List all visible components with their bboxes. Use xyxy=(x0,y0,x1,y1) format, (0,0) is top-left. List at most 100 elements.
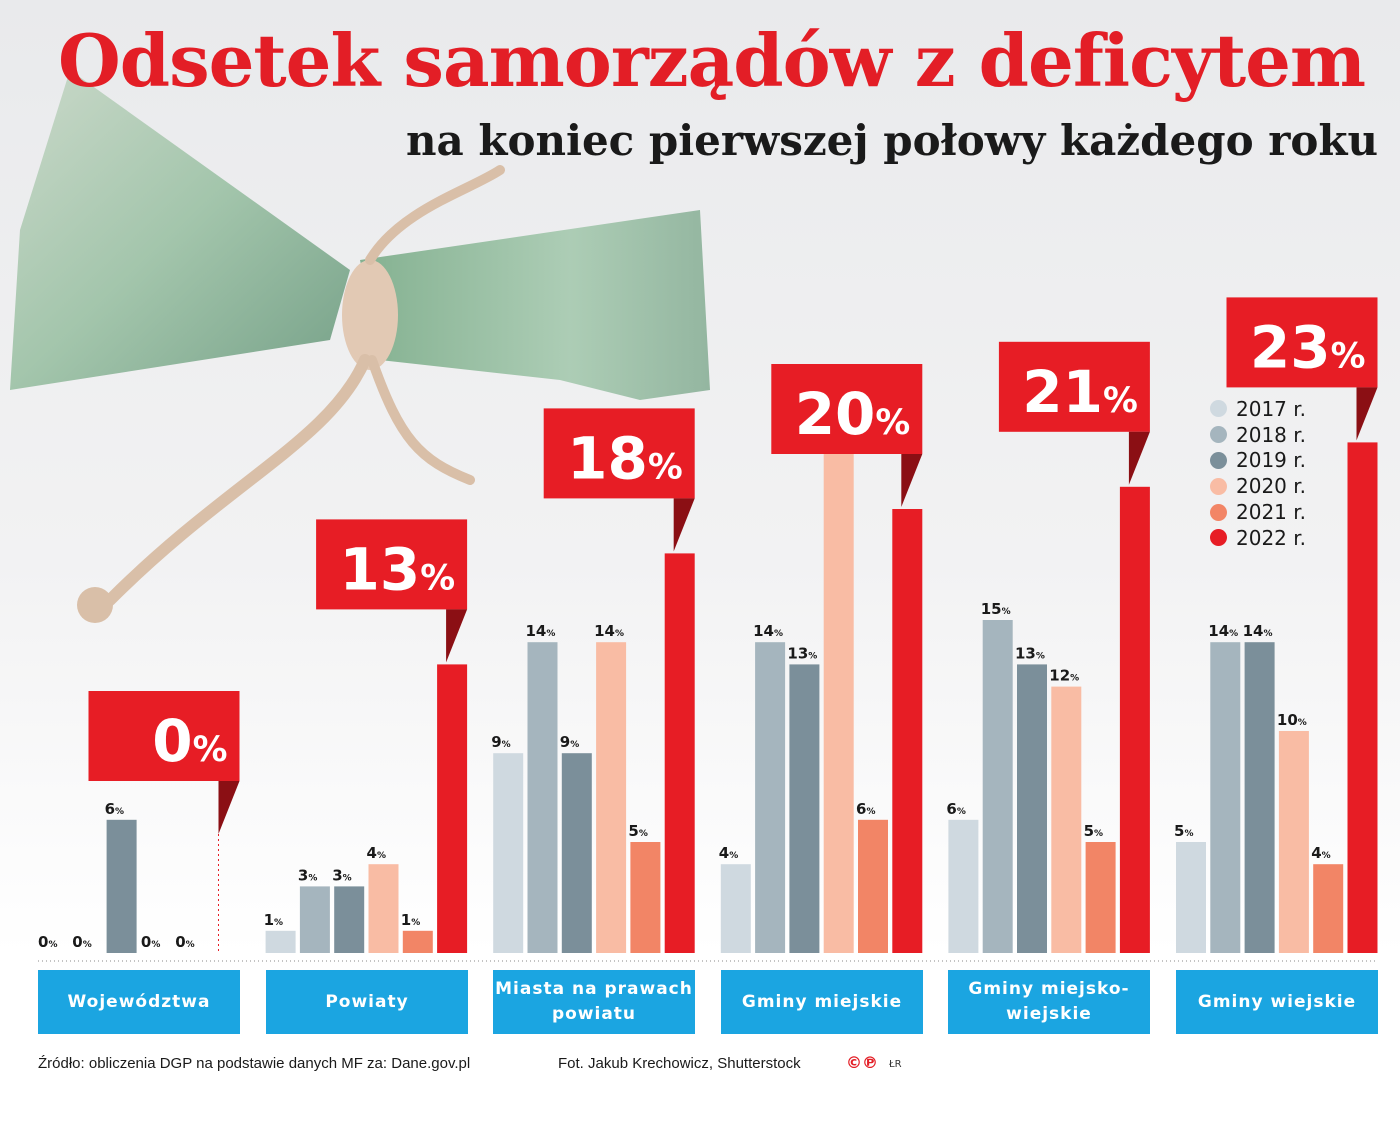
bar-2019r-5 xyxy=(1244,642,1275,953)
bar-2018r-5 xyxy=(1210,642,1241,953)
author-initials: ŁR xyxy=(889,1059,902,1070)
bar-2022r-1 xyxy=(437,664,468,953)
value-label: 5% xyxy=(628,822,647,840)
callout-value: 20% xyxy=(795,380,911,448)
legend-swatch xyxy=(1210,503,1227,521)
value-label: 0% xyxy=(38,933,57,951)
value-label: 5% xyxy=(1174,822,1193,840)
legend-swatch xyxy=(1210,426,1227,444)
legend-label: 2017 r. xyxy=(1236,396,1306,421)
bar-2018r-2 xyxy=(527,642,558,953)
value-label: 9% xyxy=(491,733,510,751)
callout-value: 18% xyxy=(567,424,683,492)
source-note: Źródło: obliczenia DGP na podstawie dany… xyxy=(38,1055,471,1072)
callout-box xyxy=(771,364,923,454)
photo-credit: Fot. Jakub Krechowicz, Shutterstock xyxy=(558,1055,801,1072)
value-label: 13% xyxy=(1015,644,1045,662)
value-label: 12% xyxy=(1049,667,1079,685)
chart-title: Odsetek samorządów z deficytem xyxy=(58,18,1366,103)
legend-label: 2019 r. xyxy=(1236,448,1306,473)
bar-2017r-3 xyxy=(720,864,751,953)
category-label: Powiaty xyxy=(266,970,468,1034)
value-label: 14% xyxy=(1208,622,1238,640)
bar-2018r-3 xyxy=(755,642,786,953)
callout-pointer xyxy=(446,609,468,663)
legend-item: 2022 r. xyxy=(1210,525,1306,551)
value-label: 4% xyxy=(1311,844,1330,862)
value-label: 13% xyxy=(787,644,817,662)
banknote-photo xyxy=(10,70,710,623)
legend-swatch xyxy=(1210,529,1227,547)
legend-item: 2018 r. xyxy=(1210,422,1306,448)
callout-box xyxy=(1226,297,1378,388)
bar-2020r-3 xyxy=(823,398,854,953)
legend-swatch xyxy=(1210,400,1227,418)
callout-value: 21% xyxy=(1022,358,1138,426)
callout-pointer xyxy=(218,781,240,834)
callout-box xyxy=(88,691,240,781)
bar-2021r-4 xyxy=(1085,842,1116,953)
bar-2022r-4 xyxy=(1119,486,1150,953)
category-label: Województwa xyxy=(38,970,240,1034)
callout-pointer xyxy=(673,498,695,552)
bar-2018r-1 xyxy=(299,886,330,953)
value-label: 4% xyxy=(719,844,738,862)
value-label: 0% xyxy=(175,933,194,951)
callout-pointer xyxy=(1128,431,1150,485)
callout-value: 23% xyxy=(1250,313,1366,381)
bar-2018r-4 xyxy=(982,620,1013,953)
bar-2017r-4 xyxy=(948,819,979,953)
bar-2019r-3 xyxy=(789,664,820,953)
category-label: Miasta na prawach powiatu xyxy=(493,970,695,1034)
bar-2019r-2 xyxy=(561,753,592,953)
value-label: 0% xyxy=(72,933,91,951)
callout-pointer xyxy=(1356,387,1378,441)
legend-label: 2021 r. xyxy=(1236,500,1306,525)
callout-box xyxy=(998,341,1150,432)
value-label: 6% xyxy=(856,800,875,818)
callout-box xyxy=(543,408,695,499)
value-label: 6% xyxy=(105,800,124,818)
value-label: 1% xyxy=(401,911,420,929)
bar-2019r-1 xyxy=(334,886,365,953)
legend-item: 2017 r. xyxy=(1210,396,1306,422)
value-label: 1% xyxy=(264,911,283,929)
value-label: 0% xyxy=(141,933,160,951)
legend-swatch xyxy=(1210,451,1227,469)
legend: 2017 r. 2018 r. 2019 r. 2020 r. 2021 r. 2022 … xyxy=(1210,396,1306,551)
value-label: 14% xyxy=(1243,622,1273,640)
bar-2019r-0 xyxy=(106,819,137,953)
bar-2017r-2 xyxy=(493,753,524,953)
category-label: Gminy miejskie xyxy=(721,970,923,1034)
bar-2019r-4 xyxy=(1017,664,1047,953)
value-label: 15% xyxy=(981,600,1011,618)
legend-item: 2019 r. xyxy=(1210,448,1306,474)
legend-label: 2020 r. xyxy=(1236,474,1306,499)
value-label: 5% xyxy=(1084,822,1103,840)
legend-item: 2021 r. xyxy=(1210,499,1306,525)
value-label: 6% xyxy=(946,800,965,818)
category-label: Gminy miejsko-wiejskie xyxy=(948,970,1150,1034)
value-label: 4% xyxy=(367,844,386,862)
legend-label: 2018 r. xyxy=(1236,422,1306,447)
callout-box xyxy=(316,519,468,610)
bar-2017r-1 xyxy=(265,930,296,953)
bar-2020r-5 xyxy=(1278,731,1309,953)
bar-2021r-2 xyxy=(630,842,661,953)
callout-value: 13% xyxy=(340,535,456,603)
value-label: 3% xyxy=(298,866,317,884)
bar-2022r-2 xyxy=(664,553,695,953)
bar-2017r-5 xyxy=(1176,842,1206,953)
category-label: Gminy wiejskie xyxy=(1176,970,1378,1034)
chart-subtitle: na koniec pierwszej połowy każdego roku xyxy=(405,116,1378,165)
legend-label: 2022 r. xyxy=(1236,525,1306,550)
value-label: 9% xyxy=(560,733,579,751)
callout-value: 0% xyxy=(152,707,227,775)
legend-item: 2020 r. xyxy=(1210,473,1306,499)
value-label: 14% xyxy=(526,622,556,640)
bar-2022r-5 xyxy=(1347,442,1378,953)
copyright-mark: ©℗ xyxy=(846,1053,878,1072)
bar-2020r-1 xyxy=(368,864,399,953)
bar-2022r-3 xyxy=(892,509,923,953)
bar-2021r-5 xyxy=(1313,864,1344,953)
